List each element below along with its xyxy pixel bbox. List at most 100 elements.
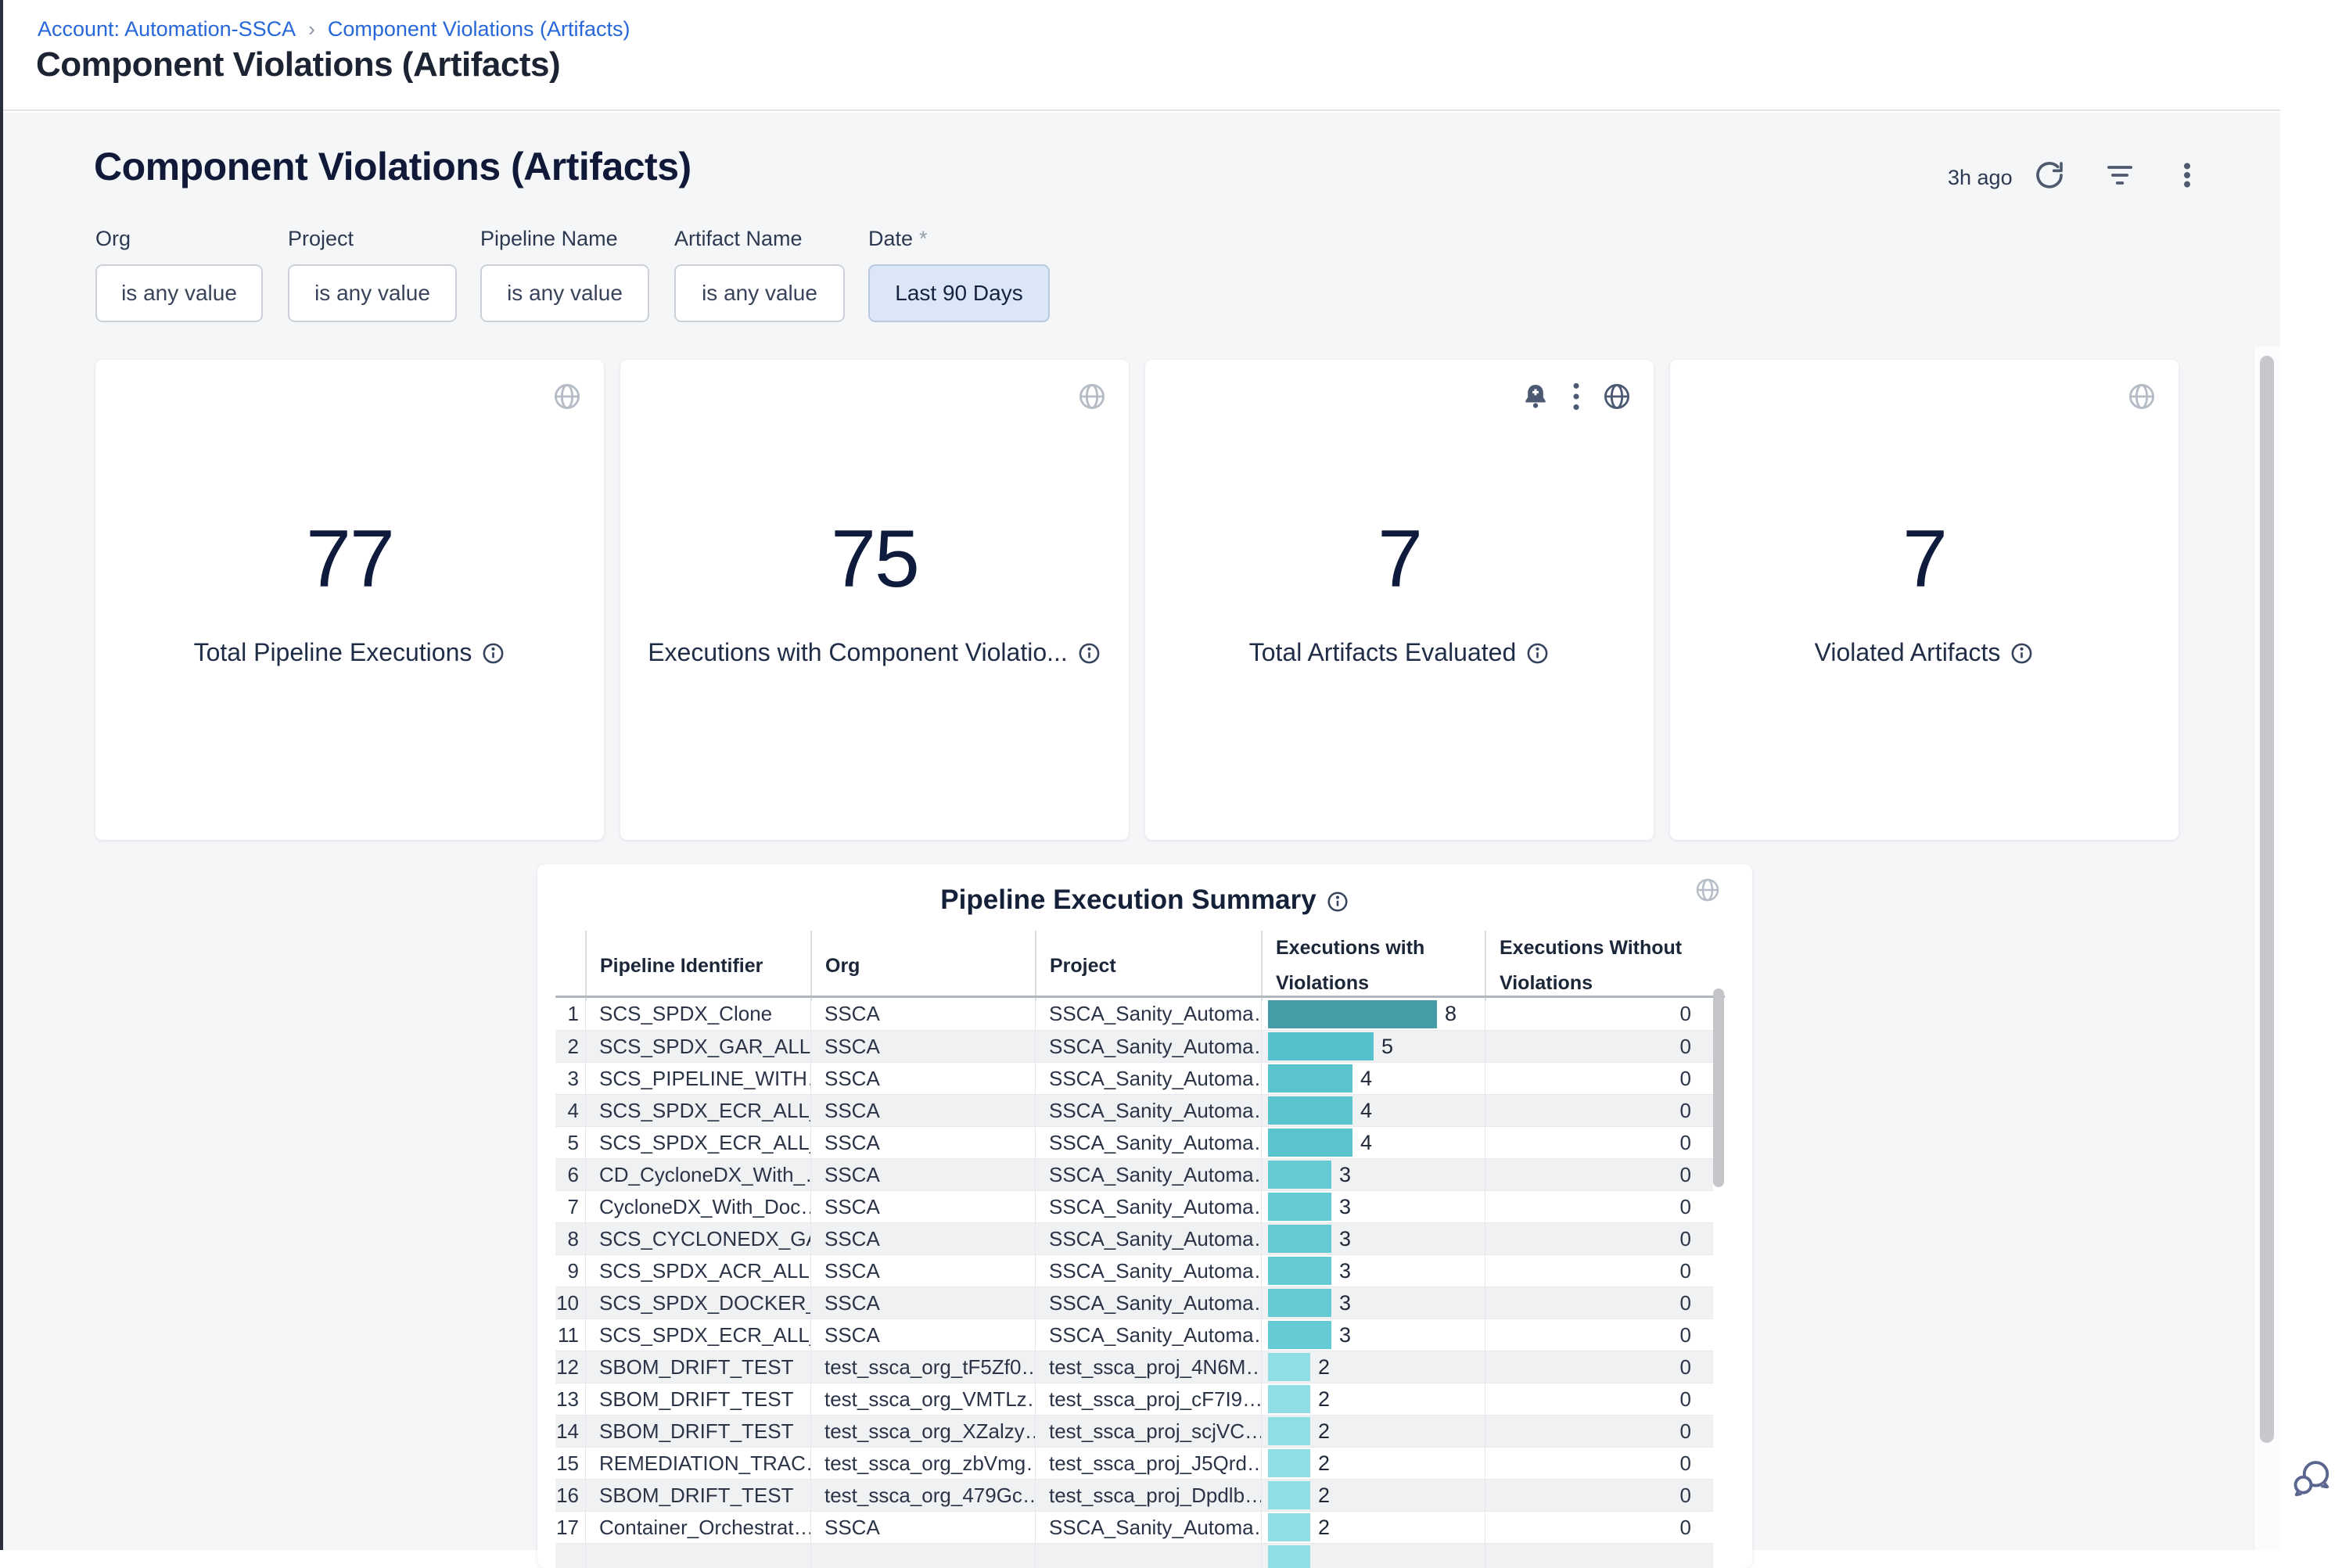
- cell-executions-with-violations: 3: [1261, 1191, 1485, 1222]
- table-scrollbar-thumb[interactable]: [1713, 989, 1724, 1187]
- violations-bar: [1268, 1513, 1310, 1541]
- table-row[interactable]: 11 SCS_SPDX_ECR_ALL_… SSCA SSCA_Sanity_A…: [555, 1319, 1713, 1351]
- cell-executions-without-violations: 0: [1485, 1383, 1713, 1415]
- violations-bar-value: 3: [1339, 1162, 1352, 1186]
- globe-icon[interactable]: [552, 382, 582, 415]
- filter-pipeline-name[interactable]: is any value: [480, 264, 649, 322]
- cell-project: test_ssca_proj_cF7I9…: [1035, 1383, 1261, 1415]
- filter-date[interactable]: Last 90 Days: [868, 264, 1050, 322]
- cell-executions-with-violations: 3: [1261, 1319, 1485, 1351]
- cell-pipeline-identifier: SCS_SPDX_ECR_ALL_…: [585, 1127, 810, 1158]
- breadcrumb-current-link[interactable]: Component Violations (Artifacts): [327, 17, 630, 41]
- cell-executions-without-violations: 0: [1485, 1512, 1713, 1543]
- table-row[interactable]: 16 SBOM_DRIFT_TEST test_ssca_org_479Gc… …: [555, 1479, 1713, 1511]
- right-gutter: [2280, 0, 2342, 1550]
- globe-icon[interactable]: [1694, 877, 1721, 907]
- globe-icon[interactable]: [2127, 382, 2157, 415]
- globe-icon[interactable]: [1077, 382, 1107, 415]
- table-row[interactable]: 10 SCS_SPDX_DOCKER_… SSCA SSCA_Sanity_Au…: [555, 1286, 1713, 1319]
- cell-project: test_ssca_proj_4N6M…: [1035, 1351, 1261, 1383]
- alert-bell-add-icon[interactable]: [1521, 382, 1550, 415]
- column-header: Executions Without Violations: [1485, 931, 1713, 1001]
- filter-project[interactable]: is any value: [288, 264, 457, 322]
- table-row[interactable]: 2 SCS_SPDX_GAR_ALL… SSCA SSCA_Sanity_Aut…: [555, 1030, 1713, 1062]
- info-icon[interactable]: [1326, 889, 1349, 920]
- kebab-menu-icon[interactable]: [2171, 160, 2192, 191]
- cell-executions-without-violations: 0: [1485, 1448, 1713, 1479]
- table-row[interactable]: 6 CD_CycloneDX_With_… SSCA SSCA_Sanity_A…: [555, 1158, 1713, 1190]
- cell-project: SSCA_Sanity_Automa…: [1035, 1319, 1261, 1351]
- row-number: 4: [567, 1098, 579, 1122]
- table-row[interactable]: 17 Container_Orchestrat… SSCA SSCA_Sanit…: [555, 1511, 1713, 1543]
- cell-executions-without-violations: 0: [1485, 1095, 1713, 1126]
- cell-pipeline-identifier: Container_Orchestrat…: [585, 1512, 810, 1543]
- metric-value: 7: [1902, 514, 1948, 605]
- cell-pipeline-identifier: SBOM_DRIFT_TEST: [585, 1383, 810, 1415]
- filter-label: Org: [95, 227, 131, 250]
- globe-icon[interactable]: [1602, 382, 1632, 415]
- info-icon[interactable]: [2010, 641, 2034, 672]
- violations-bar: [1268, 1289, 1331, 1317]
- cell-project: SSCA_Sanity_Automa…: [1035, 1512, 1261, 1543]
- violations-bar: [1268, 1321, 1331, 1349]
- cell-executions-with-violations: 3: [1261, 1255, 1485, 1286]
- info-icon[interactable]: [1077, 641, 1101, 672]
- table-header-row: Pipeline Identifier Org Project Executions …: [555, 931, 1713, 1001]
- violations-bar: [1268, 1225, 1331, 1253]
- row-number: 5: [567, 1130, 579, 1154]
- info-icon[interactable]: [1525, 641, 1550, 672]
- cell-executions-without-violations: 0: [1485, 1416, 1713, 1447]
- column-header: Project: [1035, 931, 1261, 1001]
- filter-org[interactable]: is any value: [95, 264, 263, 322]
- table-row[interactable]: 4 SCS_SPDX_ECR_ALL_… SSCA SSCA_Sanity_Au…: [555, 1094, 1713, 1126]
- metric-card: 77 Total Pipeline Executions: [95, 360, 604, 840]
- violations-bar: [1268, 1545, 1310, 1568]
- cell-pipeline-identifier: SCS_SPDX_ACR_ALL…: [585, 1255, 810, 1286]
- table-row[interactable]: 12 SBOM_DRIFT_TEST test_ssca_org_tF5Zf0……: [555, 1351, 1713, 1383]
- table-row[interactable]: 8 SCS_CYCLONEDX_GA… SSCA SSCA_Sanity_Aut…: [555, 1222, 1713, 1254]
- card-kebab-menu-icon[interactable]: [1571, 382, 1582, 415]
- cell-project: SSCA_Sanity_Automa…: [1035, 1127, 1261, 1158]
- violations-bar-value: 3: [1339, 1290, 1352, 1315]
- violations-bar-value: 4: [1360, 1098, 1373, 1122]
- table-row[interactable]: 7 CycloneDX_With_Doc… SSCA SSCA_Sanity_A…: [555, 1190, 1713, 1222]
- info-icon[interactable]: [481, 641, 505, 672]
- table-row[interactable]: 3 SCS_PIPELINE_WITH… SSCA SSCA_Sanity_Au…: [555, 1062, 1713, 1094]
- cell-org: SSCA: [810, 1512, 1035, 1543]
- breadcrumb-account-link[interactable]: Account: Automation-SSCA: [38, 17, 296, 41]
- cell-org: [810, 1544, 1035, 1568]
- table-row[interactable]: 15 REMEDIATION_TRAC… test_ssca_org_zbVmg…: [555, 1447, 1713, 1479]
- violations-bar-value: 3: [1339, 1226, 1352, 1250]
- cell-org: SSCA: [810, 998, 1035, 1030]
- table-row[interactable]: 13 SBOM_DRIFT_TEST test_ssca_org_VMTLz… …: [555, 1383, 1713, 1415]
- cell-org: test_ssca_org_VMTLz…: [810, 1383, 1035, 1415]
- cell-executions-without-violations: 0: [1485, 1031, 1713, 1062]
- violations-bar: [1268, 1417, 1310, 1445]
- row-number: 12: [556, 1355, 579, 1379]
- filter-label: Date *: [868, 227, 928, 250]
- filter-icon[interactable]: [2104, 160, 2135, 191]
- cell-executions-with-violations: 4: [1261, 1095, 1485, 1126]
- table-row[interactable]: [555, 1543, 1713, 1568]
- chat-bubbles-icon[interactable]: [2290, 1458, 2331, 1498]
- cell-org: test_ssca_org_479Gc…: [810, 1480, 1035, 1511]
- filter-artifact-name[interactable]: is any value: [674, 264, 845, 322]
- cell-org: SSCA: [810, 1223, 1035, 1254]
- table-row[interactable]: 1 SCS_SPDX_Clone SSCA SSCA_Sanity_Automa…: [555, 998, 1713, 1030]
- table-title: Pipeline Execution Summary: [940, 884, 1316, 915]
- table-row[interactable]: 14 SBOM_DRIFT_TEST test_ssca_org_XZalzy……: [555, 1415, 1713, 1447]
- cell-executions-without-violations: [1485, 1544, 1713, 1568]
- violations-bar: [1268, 1193, 1331, 1221]
- cell-executions-without-violations: 0: [1485, 1191, 1713, 1222]
- page-scrollbar-thumb[interactable]: [2260, 356, 2274, 1443]
- row-number: 10: [556, 1290, 579, 1315]
- violations-bar: [1268, 999, 1437, 1028]
- cell-executions-without-violations: 0: [1485, 1159, 1713, 1190]
- row-number: [555, 1544, 585, 1568]
- table-row[interactable]: 5 SCS_SPDX_ECR_ALL_… SSCA SSCA_Sanity_Au…: [555, 1126, 1713, 1158]
- table-row[interactable]: 9 SCS_SPDX_ACR_ALL… SSCA SSCA_Sanity_Aut…: [555, 1254, 1713, 1286]
- cell-pipeline-identifier: [585, 1544, 810, 1568]
- refresh-icon[interactable]: [2034, 160, 2065, 191]
- row-number: 13: [556, 1387, 579, 1411]
- violations-bar-value: 2: [1318, 1515, 1331, 1539]
